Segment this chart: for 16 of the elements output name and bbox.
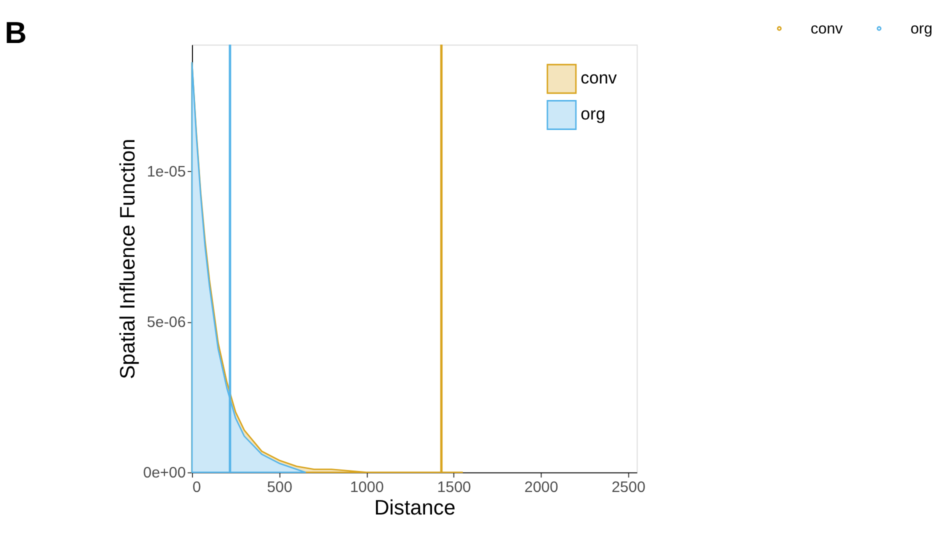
legend-label: org	[910, 20, 932, 38]
x-axis-title: Distance	[374, 496, 456, 520]
y-tick-label: 5e-06	[146, 314, 186, 331]
chart-title: B	[4, 16, 27, 50]
x-tick-label: 2500	[612, 478, 646, 496]
legend-label: org	[580, 104, 606, 124]
x-tick-label: 1000	[350, 478, 384, 496]
x-tick-label: 0	[192, 478, 201, 496]
legend-label: conv	[810, 20, 844, 38]
legend-label: conv	[580, 68, 618, 88]
x-tick-label: 1500	[437, 478, 471, 496]
x-tick-label: 500	[266, 478, 292, 496]
y-tick-label: 1e-05	[146, 163, 186, 180]
y-axis-title: Spatial Influence Function	[116, 138, 140, 380]
x-tick-label: 2000	[524, 478, 558, 496]
y-tick-label: 0e+00	[143, 464, 186, 482]
